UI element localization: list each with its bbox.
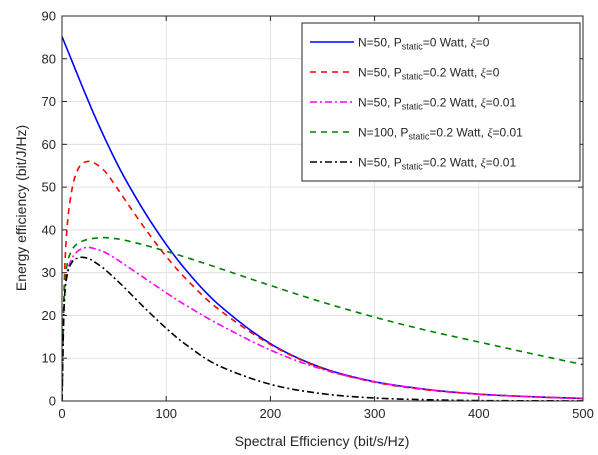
x-tick-label: 400	[468, 406, 490, 421]
series-lines	[62, 36, 583, 401]
series-line-5	[62, 256, 583, 401]
legend-entry: N=100, Pstatic=0.2 Watt, ξ=0.01	[358, 126, 523, 142]
legend-entry: N=50, Pstatic=0.2 Watt, ξ=0.01	[358, 156, 516, 172]
y-tick-label: 50	[42, 180, 56, 195]
legend-entry: N=50, Pstatic=0 Watt, ξ=0	[358, 36, 490, 52]
series-line-1	[62, 36, 583, 400]
x-tick-label: 500	[572, 406, 594, 421]
y-tick-label: 80	[42, 51, 56, 66]
series-line-4	[62, 236, 583, 401]
y-tick-label: 20	[42, 308, 56, 323]
x-tick-label: 300	[364, 406, 386, 421]
y-tick-label: 60	[42, 137, 56, 152]
axes-box	[61, 15, 584, 402]
x-axis-label: Spectral Efficiency (bit/s/Hz)	[235, 433, 410, 449]
y-tick-label: 0	[49, 394, 56, 409]
x-tick-label: 100	[155, 406, 177, 421]
legend: N=50, Pstatic=0 Watt, ξ=0 N=50, Pstatic=0…	[301, 22, 581, 182]
y-tick-label: 90	[42, 9, 56, 24]
y-tick-label: 70	[42, 94, 56, 109]
x-tick-label: 0	[58, 406, 65, 421]
series-line-2	[62, 160, 583, 401]
y-tick-label: 10	[42, 351, 56, 366]
x-tick-label: 200	[260, 406, 282, 421]
legend-entry: N=50, Pstatic=0.2 Watt, ξ=0	[358, 66, 500, 82]
plot-frame	[61, 15, 584, 402]
series-line-3	[62, 246, 583, 401]
y-tick-label: 30	[42, 265, 56, 280]
tick-labels: 0 100 200 300 400 500 0 10 20 30 40 50 60 70 80 90	[42, 9, 594, 422]
y-tick-label: 40	[42, 222, 56, 237]
legend-box	[301, 22, 581, 182]
y-axis-label: Energy efficiency (bit/J/Hz)	[13, 125, 29, 291]
legend-entry: N=50, Pstatic=0.2 Watt, ξ=0.01	[358, 96, 516, 112]
